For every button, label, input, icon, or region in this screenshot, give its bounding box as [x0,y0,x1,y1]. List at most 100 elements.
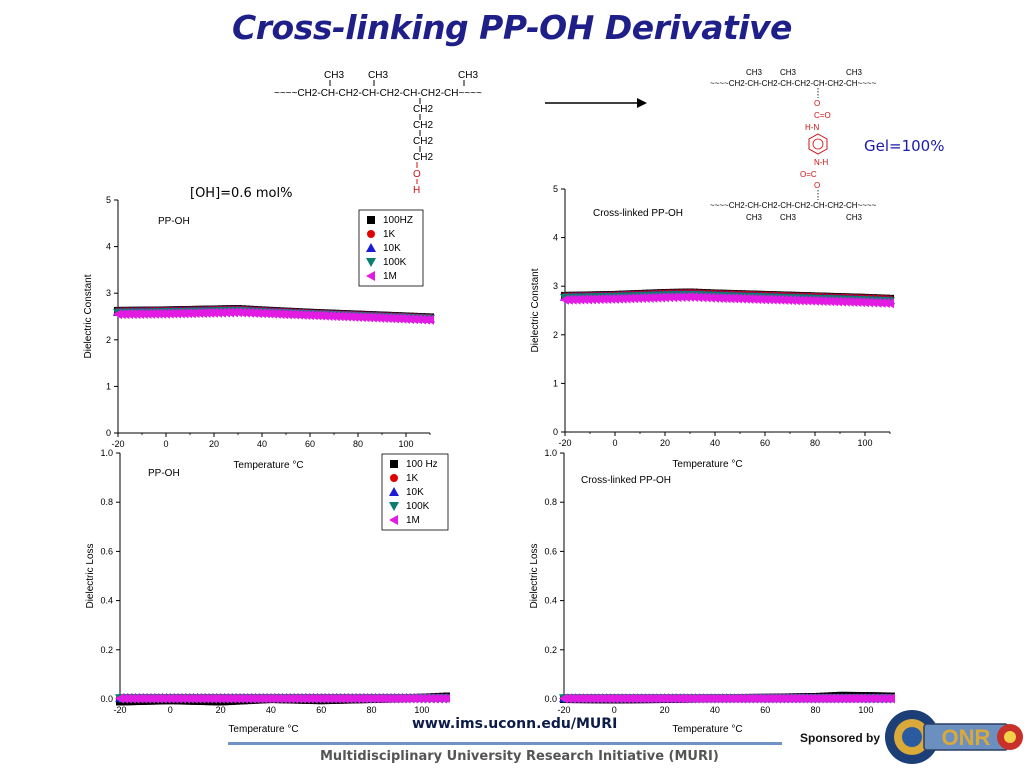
ch3-label: CH3 [780,68,797,77]
y-axis-label: Dielectric Loss [529,543,540,608]
y-tick-label: 0 [553,427,558,437]
y-tick-label: 5 [106,195,111,205]
x-tick-label: 100 [858,705,873,715]
footer-program-name: Multidisciplinary University Research In… [320,749,719,764]
series-1m [115,693,450,704]
legend-marker [389,487,399,496]
legend-entry: 1K [406,473,419,484]
crosslinked-structure: CH3 CH3 CH3 ~~~~CH2-CH-CH2-CH-CH2-CH-CH2… [710,68,877,222]
chart-annotation: Cross-linked PP-OH [581,475,671,486]
y-tick-label: 0.0 [544,694,557,704]
legend-entry: 100K [383,257,407,268]
footer-divider [228,742,782,745]
legend-marker [389,515,398,525]
y-tick-label: 3 [106,288,111,298]
y-tick-label: 1 [106,381,111,391]
ch3-label: CH3 [780,213,797,222]
sponsored-by-label: Sponsored by [800,731,881,745]
y-tick-label: 0.6 [100,546,113,556]
x-tick-label: -20 [558,438,571,448]
x-tick-label: 40 [257,439,267,449]
legend-entry: 100HZ [383,215,413,226]
slide-title: Cross-linking PP-OH Derivative [232,8,792,47]
x-tick-label: 60 [760,438,770,448]
x-tick-label: 80 [367,705,377,715]
legend-entry: 1M [406,515,420,526]
y-tick-label: 0.4 [100,596,113,606]
top-backbone: ~~~~CH2-CH-CH2-CH-CH2-CH-CH2-CH~~~~ [710,79,877,88]
linker-o: O [814,99,820,108]
linker-carbonyl: O=C [800,170,817,179]
y-tick-label: 2 [553,330,558,340]
backbone-chain: ~~~~CH2-CH-CH2-CH-CH2-CH-CH2-CH~~~~ [274,88,482,99]
x-tick-label: 80 [810,438,820,448]
data-point [886,693,895,704]
pp-oh-structure: CH3 CH3 CH3 ~~~~CH2-CH-CH2-CH-CH2-CH-CH2… [274,70,482,196]
side-chain-ch2: CH2 [413,152,433,163]
ch3-label: CH3 [846,68,863,77]
series-1m [113,307,434,325]
legend-marker [366,243,376,252]
ch3-label: CH3 [746,68,763,77]
dielectric-loss-chart-pp-oh: -20 0 20 40 60 80 100 0.0 0.2 0.4 0.6 0.8 1.0 Dielect… [85,448,450,735]
onr-logo-icon: ONR [885,710,1023,764]
legend-entry: 100K [406,501,430,512]
x-tick-label: 0 [612,705,617,715]
y-tick-label: 5 [553,184,558,194]
y-tick-label: 0.4 [544,596,557,606]
x-tick-label: 20 [216,705,226,715]
y-axis-label: Dielectric Loss [85,543,96,608]
ch3-label: CH3 [324,70,344,81]
ch3-label: CH3 [458,70,478,81]
x-tick-label: 20 [209,439,219,449]
y-tick-label: 4 [106,242,111,252]
y-tick-label: 2 [106,335,111,345]
reaction-arrow-icon [545,98,647,108]
y-tick-label: 1 [553,378,558,388]
legend-marker [366,258,376,267]
x-tick-label: -20 [111,439,124,449]
y-tick-label: 0.2 [100,645,113,655]
data-point [425,314,434,325]
y-tick-label: 0 [106,428,111,438]
x-axis-label: Temperature °C [233,460,303,471]
legend-marker [390,460,398,468]
y-tick-label: 1.0 [544,448,557,458]
x-tick-label: 20 [660,438,670,448]
legend-entry: 10K [383,243,401,254]
legend-entry: 1M [383,271,397,282]
x-tick-label: 100 [857,438,872,448]
ch3-label: CH3 [746,213,763,222]
x-tick-label: 40 [710,438,720,448]
linker-carbonyl: C=O [814,111,831,120]
legend-entry: 1K [383,229,396,240]
x-tick-label: 100 [414,705,429,715]
x-axis-label: Temperature °C [672,724,742,735]
series-1m [560,291,894,309]
side-chain-ch2: CH2 [413,120,433,131]
chart-annotation: PP-OH [148,468,180,479]
linker-o: O [814,181,820,190]
legend-entry: 10K [406,487,424,498]
bottom-backbone: ~~~~CH2-CH-CH2-CH-CH2-CH-CH2-CH~~~~ [710,201,877,210]
data-point [885,298,894,309]
y-tick-label: 3 [553,281,558,291]
y-tick-label: 0.8 [544,497,557,507]
oxygen-label: O [413,169,421,180]
y-tick-label: 0.0 [100,694,113,704]
y-tick-label: 0.8 [100,497,113,507]
x-tick-label: 60 [305,439,315,449]
side-chain-ch2: CH2 [413,104,433,115]
hydrogen-label: H [413,185,420,196]
x-tick-label: 80 [353,439,363,449]
chart-annotation: PP-OH [158,216,190,227]
x-tick-label: 60 [316,705,326,715]
benzene-ring-icon [808,133,828,155]
legend-marker [389,502,399,511]
x-axis-label: Temperature °C [228,724,298,735]
x-tick-label: -20 [113,705,126,715]
ch3-label: CH3 [846,213,863,222]
footer-url-link[interactable]: www.ims.uconn.edu/MURI [412,716,618,732]
chart-annotation: Cross-linked PP-OH [593,208,683,219]
